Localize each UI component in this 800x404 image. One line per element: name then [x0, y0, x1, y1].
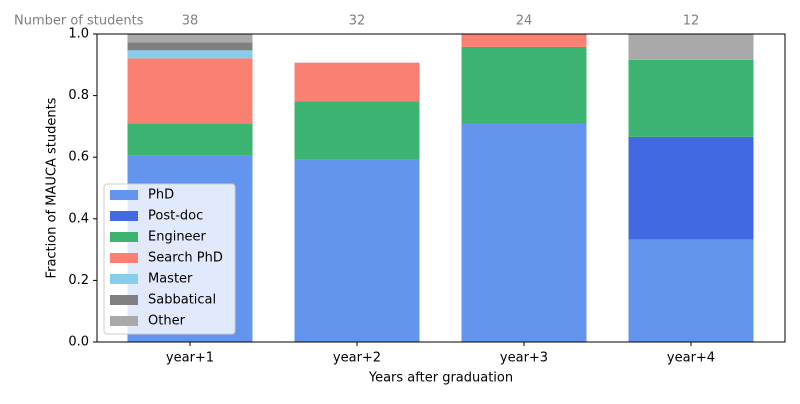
x-tick-label: year+4 — [667, 351, 715, 366]
y-tick-label: 1.0 — [68, 27, 89, 42]
bar-segment — [127, 42, 253, 51]
bar-segment — [461, 46, 587, 124]
legend-swatch — [110, 316, 138, 326]
bar-segment — [127, 123, 253, 156]
count-label: 32 — [349, 14, 366, 29]
x-tick-label: year+2 — [333, 351, 381, 366]
legend-swatch — [110, 274, 138, 284]
count-label: 38 — [182, 14, 199, 29]
bar-segment — [628, 59, 754, 137]
legend-swatch — [110, 295, 138, 305]
bar-segment — [628, 34, 754, 60]
legend-label: Sabbatical — [148, 293, 216, 308]
legend-label: Other — [148, 314, 186, 329]
y-tick-label: 0.0 — [68, 335, 89, 350]
bar-segment — [127, 58, 253, 124]
counts-label: Number of students — [14, 14, 144, 29]
y-tick-label: 0.4 — [68, 211, 89, 226]
x-axis-label: Years after graduation — [368, 371, 513, 386]
legend-label: Search PhD — [148, 251, 223, 266]
legend-swatch — [110, 190, 138, 200]
y-tick-label: 0.8 — [68, 88, 89, 103]
bar-segment — [294, 101, 420, 160]
legend-swatch — [110, 232, 138, 242]
bar-segment — [294, 159, 420, 342]
legend-label: Engineer — [148, 230, 207, 245]
legend-swatch — [110, 253, 138, 263]
bar-segment — [628, 239, 754, 342]
legend-label: Post-doc — [148, 209, 203, 224]
count-label: 12 — [683, 14, 700, 29]
bar-segment — [628, 136, 754, 240]
plot-frame — [96, 33, 786, 343]
legend-swatch — [110, 211, 138, 221]
bar-segment — [294, 62, 420, 102]
y-tick-label: 0.6 — [68, 150, 89, 165]
count-label: 24 — [516, 14, 533, 29]
legend-label: Master — [148, 272, 193, 287]
legend-label: PhD — [148, 188, 174, 203]
bar-segment — [461, 123, 587, 342]
x-tick-label: year+1 — [166, 351, 214, 366]
y-axis-label: Fraction of MAUCA students — [45, 97, 60, 278]
x-tick-label: year+3 — [500, 351, 548, 366]
bar-segment — [127, 34, 253, 43]
y-tick-label: 0.2 — [68, 273, 89, 288]
bar-segment — [127, 50, 253, 59]
bar-segment — [461, 34, 587, 47]
